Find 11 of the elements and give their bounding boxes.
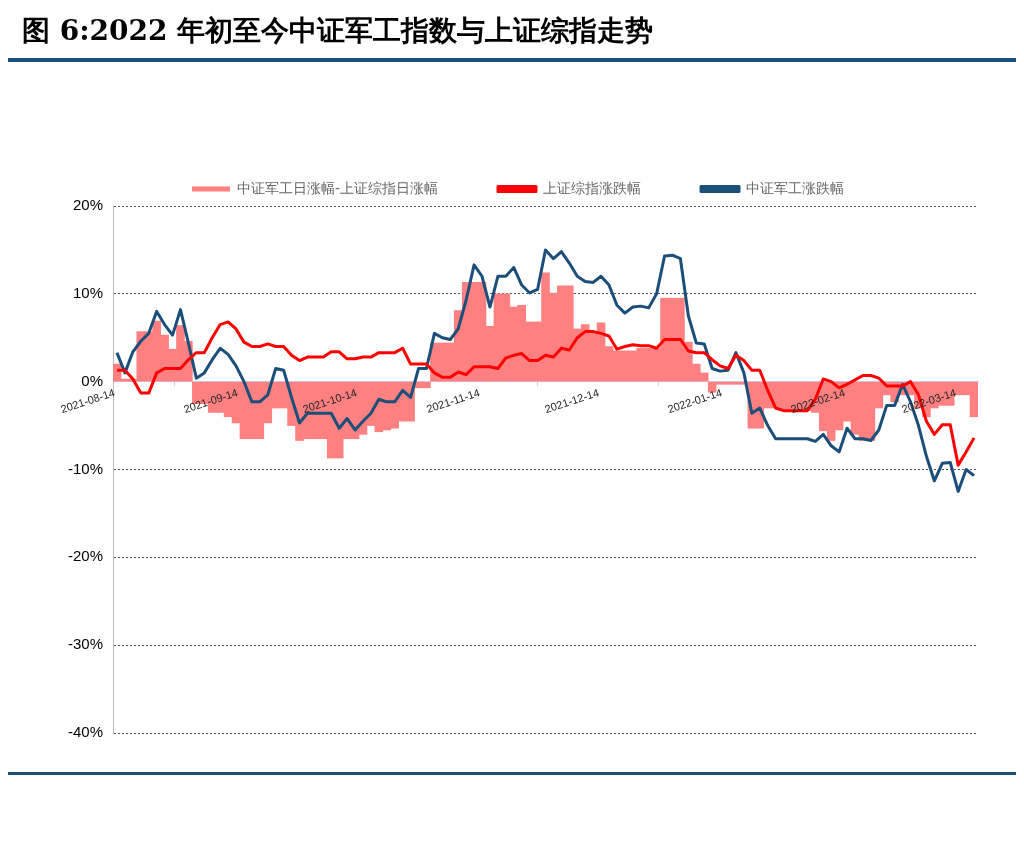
y-tick-label: -20% — [67, 547, 104, 565]
legend-label: 上证综指涨跌幅 — [543, 179, 642, 196]
legend-label: 中证军工涨跌幅 — [746, 179, 845, 196]
legend-label: 中证军工日涨幅-上证综指日涨幅 — [236, 179, 439, 196]
y-tick-label: -30% — [67, 635, 104, 653]
y-tick-label: 10% — [72, 283, 104, 301]
y-tick-label: 20% — [72, 196, 104, 214]
y-tick-label: 0% — [81, 371, 104, 389]
y-tick-label: -10% — [67, 459, 104, 477]
y-tick-label: -40% — [67, 723, 104, 741]
chart-title: 图 6:2022 年初至今中证军工指数与上证综指走势 — [8, 8, 1016, 62]
